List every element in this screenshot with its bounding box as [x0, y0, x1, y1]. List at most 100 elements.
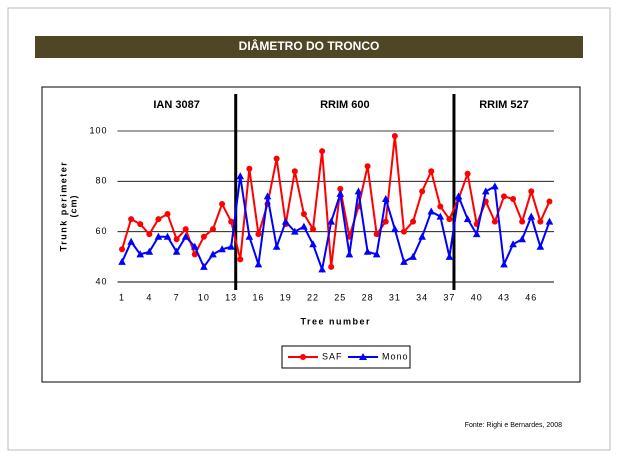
marker — [391, 133, 398, 140]
y-axis-unit: (cm) — [68, 194, 78, 217]
y-axis-label: Trunk perimeter — [58, 161, 68, 252]
legend-marker — [300, 354, 306, 360]
marker — [410, 218, 417, 225]
marker — [164, 211, 171, 218]
marker — [382, 218, 389, 225]
marker — [172, 247, 181, 255]
marker — [310, 226, 317, 233]
marker — [219, 200, 226, 207]
marker — [327, 217, 336, 225]
x-tick-label: 28 — [362, 292, 374, 302]
marker — [273, 155, 280, 162]
marker — [373, 231, 380, 238]
marker — [319, 148, 326, 155]
marker — [500, 193, 507, 200]
source: Fonte: Righi e Bernardes, 2008 — [465, 422, 562, 429]
marker — [127, 237, 135, 245]
x-tick-label: 34 — [416, 292, 428, 302]
marker — [491, 218, 498, 225]
marker — [118, 257, 126, 265]
marker — [400, 257, 408, 265]
marker — [336, 189, 345, 197]
banner-title: DIÂMETRO DO TRONCO — [239, 38, 380, 53]
marker — [546, 198, 553, 205]
marker — [363, 247, 372, 255]
y-tick-label: 40 — [95, 276, 107, 286]
x-tick-label: 22 — [307, 292, 319, 302]
marker — [136, 250, 145, 258]
marker — [291, 168, 298, 175]
x-tick-label: 37 — [443, 292, 455, 302]
marker — [163, 232, 172, 240]
marker — [436, 212, 445, 220]
x-tick-label: 1 — [119, 292, 125, 302]
marker — [218, 245, 226, 253]
marker — [300, 211, 307, 218]
marker — [318, 265, 326, 273]
marker — [446, 216, 453, 223]
marker — [173, 236, 180, 243]
legend-label: Mono — [382, 351, 409, 361]
marker — [464, 170, 471, 177]
marker — [372, 250, 381, 258]
marker — [181, 232, 190, 240]
marker — [146, 231, 153, 238]
chart-frame — [41, 86, 581, 383]
marker — [345, 250, 354, 258]
marker — [191, 251, 198, 258]
marker — [364, 163, 371, 170]
marker — [500, 260, 508, 268]
x-tick-label: 46 — [525, 292, 537, 302]
marker — [145, 247, 154, 255]
marker — [154, 232, 163, 240]
x-tick-label: 25 — [334, 292, 346, 302]
marker — [418, 232, 426, 240]
x-tick-label: 16 — [252, 292, 264, 302]
marker — [537, 218, 544, 225]
marker — [128, 216, 135, 223]
marker — [409, 252, 417, 260]
x-tick-label: 40 — [471, 292, 483, 302]
series-line — [121, 135, 551, 268]
x-tick-label: 7 — [174, 292, 180, 302]
marker — [519, 218, 526, 225]
marker — [400, 228, 407, 235]
marker — [119, 246, 126, 253]
marker — [481, 187, 490, 195]
marker — [209, 226, 216, 233]
marker — [209, 250, 217, 258]
marker — [381, 194, 390, 202]
x-tick-label: 31 — [389, 292, 401, 302]
marker — [527, 212, 536, 220]
marker — [309, 240, 317, 248]
marker — [354, 187, 363, 195]
marker — [391, 225, 399, 233]
y-tick-label: 80 — [95, 176, 107, 186]
marker — [509, 240, 517, 248]
region-label: RRIM 527 — [479, 99, 529, 111]
marker — [182, 226, 189, 233]
x-tick-label: 13 — [225, 292, 237, 302]
marker — [246, 165, 253, 172]
marker — [328, 263, 335, 270]
marker — [300, 222, 308, 230]
marker — [255, 231, 262, 238]
marker — [155, 216, 162, 223]
marker — [254, 260, 263, 268]
y-tick-label: 60 — [95, 226, 107, 236]
x-tick-label: 10 — [198, 292, 210, 302]
marker — [510, 195, 517, 202]
x-axis-label: Tree number — [300, 316, 371, 326]
marker — [137, 221, 144, 228]
series-line — [121, 176, 551, 274]
marker — [190, 242, 199, 250]
marker — [281, 217, 290, 225]
marker — [237, 256, 244, 263]
marker — [536, 242, 545, 250]
region-label: RRIM 600 — [320, 99, 370, 111]
marker — [437, 203, 444, 210]
marker — [272, 242, 281, 250]
marker — [337, 185, 344, 192]
marker — [200, 262, 208, 270]
